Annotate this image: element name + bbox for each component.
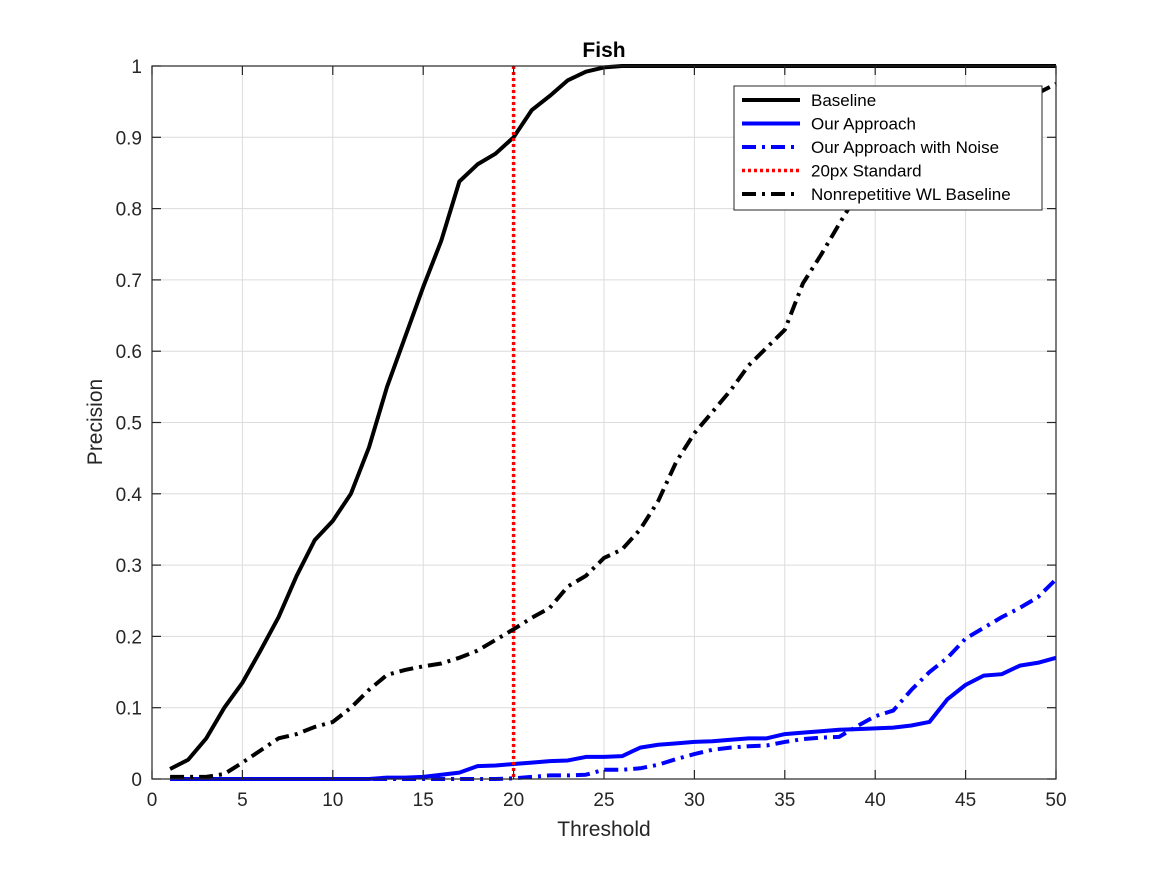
x-tick-label: 20 [503,790,524,811]
x-tick-label: 35 [774,790,795,811]
y-tick-label: 0.3 [116,556,142,577]
legend-label: 20px Standard [811,162,922,181]
x-tick-label: 5 [237,790,248,811]
x-tick-label: 45 [955,790,976,811]
chart-title: Fish [582,39,625,62]
y-tick-label: 0.4 [116,485,143,506]
x-tick-label: 30 [684,790,705,811]
y-tick-label: 0.1 [116,699,142,720]
axes: 0 5 10 15 20 25 30 35 40 45 50 0 0.1 0.2 0.3 0.4 0.5 0.6 0… [116,57,1067,811]
legend-label: Our Approach with Noise [811,138,999,157]
x-axis-title: Threshold [557,818,650,841]
y-tick-label: 0.9 [116,128,142,149]
x-tick-label: 40 [865,790,886,811]
legend-box [733,85,1043,211]
legend-label: Nonrepetitive WL Baseline [811,185,1011,204]
y-tick-label: 0.8 [116,200,142,221]
y-tick-label: 0.2 [116,627,142,648]
y-tick-label: 0.6 [116,342,142,363]
legend: Baseline Our Approach Our Approach with No… [733,85,1043,211]
y-tick-label: 0.5 [116,414,142,435]
x-tick-label: 25 [593,790,614,811]
y-axis-title: Precision [84,379,107,465]
x-tick-label: 0 [147,790,158,811]
legend-label: Baseline [811,91,876,110]
legend-label: Our Approach [811,115,916,134]
y-tick-label: 1 [131,57,142,78]
y-tick-label: 0 [131,770,142,791]
x-tick-label: 10 [322,790,343,811]
x-tick-label: 50 [1045,790,1066,811]
y-tick-label: 0.7 [116,271,142,292]
x-tick-label: 15 [413,790,434,811]
